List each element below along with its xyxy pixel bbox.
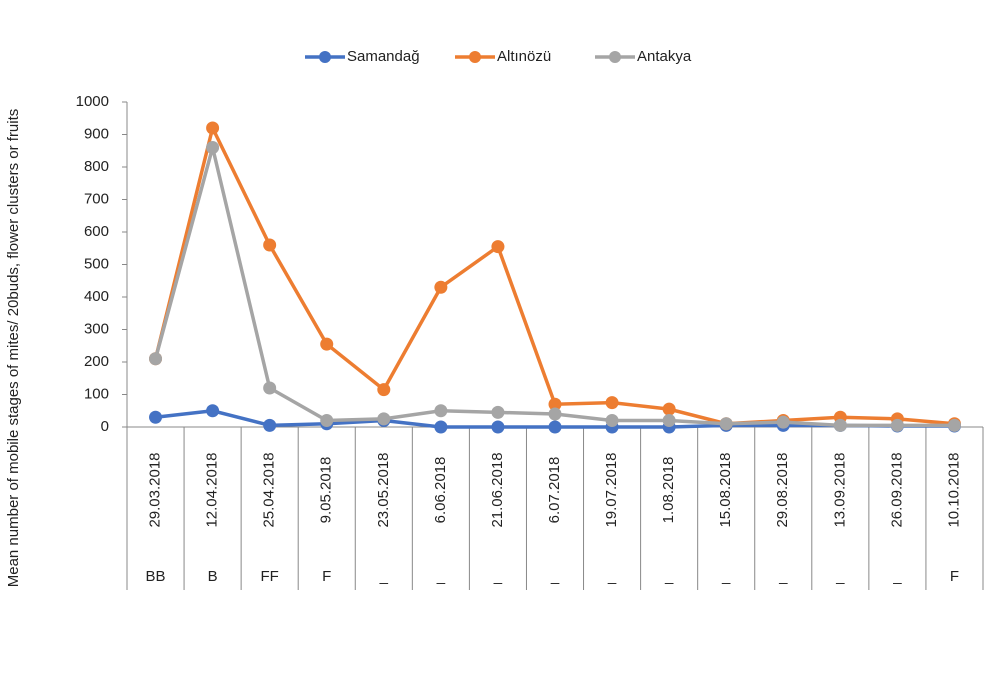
legend-label: Altınözü	[497, 48, 551, 65]
data-point	[491, 405, 505, 419]
legend-marker	[319, 51, 331, 63]
y-tick-label: 1000	[76, 93, 109, 110]
data-point	[149, 410, 163, 424]
stage-label: B	[208, 568, 218, 585]
x-tick-label: 10.10.2018	[945, 452, 962, 527]
stage-label: _	[493, 568, 503, 585]
stage-label: _	[607, 568, 617, 585]
y-tick-label: 200	[84, 353, 109, 370]
y-tick-label: 700	[84, 190, 109, 207]
y-tick-label: 800	[84, 158, 109, 175]
x-tick-label: 1.08.2018	[660, 457, 677, 524]
data-point	[263, 418, 277, 432]
stage-label: _	[664, 568, 674, 585]
y-tick-label: 300	[84, 320, 109, 337]
legend-label: Samandağ	[347, 48, 420, 65]
y-tick-label: 900	[84, 125, 109, 142]
stage-label: _	[835, 568, 845, 585]
data-point	[206, 404, 220, 418]
x-tick-label: 29.08.2018	[774, 452, 791, 527]
stage-label: FF	[261, 568, 279, 585]
data-point	[434, 280, 448, 294]
data-point	[662, 402, 676, 416]
data-point	[434, 420, 448, 434]
stage-label: F	[950, 568, 959, 585]
data-point	[206, 141, 220, 154]
y-tick-label: 500	[84, 255, 109, 272]
stage-label: _	[721, 568, 731, 585]
x-tick-label: 25.04.2018	[261, 452, 278, 527]
data-point	[776, 415, 790, 429]
data-point	[890, 418, 904, 432]
data-point	[605, 396, 619, 410]
data-point	[605, 414, 619, 427]
data-point	[320, 337, 334, 351]
stage-label: _	[778, 568, 788, 585]
data-point	[833, 418, 847, 432]
y-axis-label: Mean number of mobile stages of mites/ 2…	[5, 109, 22, 588]
y-tick-label: 100	[84, 385, 109, 402]
stage-label: _	[436, 568, 446, 585]
data-point	[263, 238, 277, 252]
x-tick-label: 23.05.2018	[375, 452, 392, 527]
x-tick-label: 13.09.2018	[831, 452, 848, 527]
x-tick-label: 26.09.2018	[888, 452, 905, 527]
data-point	[434, 404, 448, 418]
x-tick-label: 12.04.2018	[204, 452, 221, 527]
y-tick-label: 600	[84, 223, 109, 240]
y-tick-label: 0	[101, 418, 109, 435]
series-line	[153, 147, 955, 428]
stage-label: _	[550, 568, 560, 585]
data-point	[662, 414, 676, 427]
x-tick-label: 15.08.2018	[717, 452, 734, 527]
stage-label: F	[322, 568, 331, 585]
data-point	[377, 383, 391, 397]
x-tick-label: 29.03.2018	[147, 452, 164, 527]
data-point	[548, 397, 562, 411]
stage-label: _	[892, 568, 902, 585]
x-tick-label: 6.07.2018	[546, 457, 563, 524]
data-point	[491, 420, 505, 434]
data-point	[320, 414, 334, 427]
series-line	[153, 122, 955, 426]
data-point	[548, 407, 562, 421]
x-tick-label: 19.07.2018	[603, 452, 620, 527]
data-point	[206, 121, 220, 135]
data-point	[719, 417, 733, 431]
legend-marker	[609, 51, 621, 63]
data-point	[947, 418, 961, 432]
data-point	[263, 381, 277, 395]
stage-label: _	[379, 568, 389, 585]
x-tick-label: 6.06.2018	[432, 457, 449, 524]
data-point	[548, 420, 562, 434]
data-point	[149, 352, 163, 366]
legend-label: Antakya	[637, 48, 692, 65]
data-point	[491, 240, 505, 254]
stage-label: BB	[146, 568, 166, 585]
y-tick-label: 400	[84, 288, 109, 305]
legend-marker	[469, 51, 481, 63]
x-tick-label: 21.06.2018	[489, 452, 506, 527]
x-tick-label: 9.05.2018	[318, 457, 335, 524]
data-point	[377, 412, 391, 426]
